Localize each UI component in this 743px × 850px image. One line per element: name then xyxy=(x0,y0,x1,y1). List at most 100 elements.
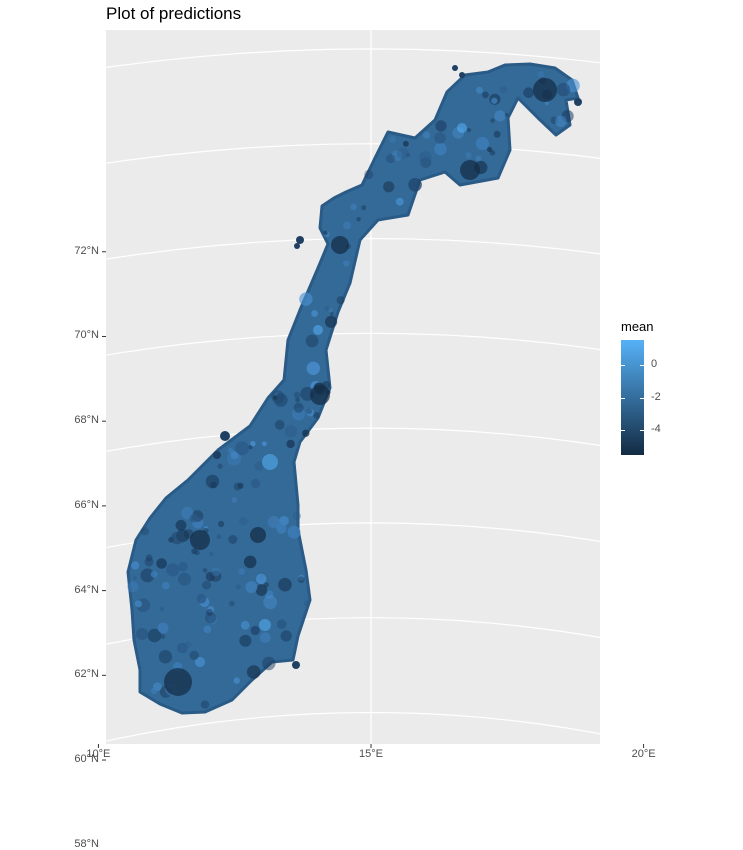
prediction-cell xyxy=(189,514,198,523)
prediction-cell xyxy=(185,641,192,648)
y-tick-label: 62°N xyxy=(74,668,99,681)
legend-tick xyxy=(640,397,644,399)
high-value-region xyxy=(313,325,323,335)
prediction-cell xyxy=(203,625,212,634)
prediction-cell xyxy=(150,687,157,695)
prediction-surface xyxy=(126,62,580,715)
prediction-cell xyxy=(227,451,241,466)
prediction-cell xyxy=(145,554,153,562)
plot-panel xyxy=(97,0,743,770)
prediction-cell xyxy=(276,523,287,534)
prediction-cell xyxy=(235,584,241,590)
prediction-cell xyxy=(263,595,278,610)
prediction-cell xyxy=(364,169,374,180)
prediction-cell xyxy=(279,516,289,526)
prediction-cell xyxy=(287,525,301,539)
chart-title: Plot of predictions xyxy=(106,4,242,23)
prediction-cell xyxy=(523,87,534,98)
prediction-cell xyxy=(230,451,239,460)
prediction-cell xyxy=(395,197,404,206)
graticule-meridian xyxy=(586,0,743,770)
legend-tick xyxy=(640,430,644,432)
prediction-cell xyxy=(240,620,250,630)
prediction-cell xyxy=(250,625,260,636)
prediction-cell xyxy=(157,622,169,634)
prediction-cell xyxy=(323,230,328,235)
prediction-cell xyxy=(434,132,446,144)
prediction-cell xyxy=(211,567,221,577)
prediction-cell xyxy=(292,511,301,521)
legend-label: 0 xyxy=(651,357,658,370)
prediction-cell xyxy=(383,181,395,193)
prediction-cell xyxy=(178,561,188,572)
prediction-cell xyxy=(493,130,501,138)
prediction-cell xyxy=(159,607,164,612)
prediction-cell xyxy=(299,292,313,306)
prediction-cell xyxy=(147,628,162,643)
prediction-cell xyxy=(327,307,333,313)
prediction-cell xyxy=(239,634,252,647)
prediction-cell xyxy=(209,551,214,557)
prediction-cell xyxy=(228,535,238,544)
prediction-cell xyxy=(196,593,207,604)
prediction-cell xyxy=(329,311,334,317)
prediction-cell xyxy=(420,157,432,168)
prediction-cell xyxy=(217,463,223,469)
low-value-region xyxy=(460,160,480,180)
high-value-region xyxy=(259,619,271,631)
prediction-cell xyxy=(127,581,139,593)
x-tick-label: 15°E xyxy=(359,748,383,760)
prediction-cell xyxy=(227,447,234,454)
prediction-cell xyxy=(336,296,345,305)
prediction-cell xyxy=(205,612,217,624)
prediction-cell xyxy=(306,361,320,375)
prediction-cell xyxy=(202,568,208,573)
prediction-cell xyxy=(175,519,187,531)
prediction-cell xyxy=(561,110,574,123)
prediction-cell xyxy=(233,677,240,684)
prediction-cell xyxy=(302,429,310,437)
prediction-cell xyxy=(262,656,276,671)
prediction-cell xyxy=(403,140,409,147)
prediction-cell xyxy=(178,572,191,586)
prediction-cell xyxy=(158,650,173,664)
y-tick-label: 64°N xyxy=(74,583,99,596)
prediction-cell xyxy=(140,568,155,583)
prediction-cell xyxy=(295,397,300,403)
prediction-cell xyxy=(482,91,489,99)
prediction-cell xyxy=(389,136,397,143)
prediction-cell xyxy=(303,600,310,607)
prediction-cell xyxy=(194,656,206,668)
low-value-region xyxy=(250,527,266,543)
prediction-cell xyxy=(356,217,361,222)
prediction-cell xyxy=(324,305,330,312)
prediction-cell xyxy=(274,393,288,407)
prediction-cell xyxy=(313,412,320,419)
high-value-region xyxy=(262,454,278,470)
prediction-cell xyxy=(556,82,571,97)
prediction-cell xyxy=(408,178,422,192)
low-value-region xyxy=(164,668,192,696)
prediction-cell xyxy=(293,391,301,399)
y-tick-label: 70°N xyxy=(74,329,99,342)
prediction-cell xyxy=(160,634,166,639)
prediction-cell xyxy=(550,116,559,125)
prediction-cell xyxy=(259,632,271,643)
low-value-region xyxy=(190,530,210,550)
prediction-cell xyxy=(216,534,222,540)
prediction-cell xyxy=(189,650,199,660)
legend-title: mean xyxy=(621,319,654,334)
prediction-cell xyxy=(435,120,447,132)
prediction-cell xyxy=(343,221,352,230)
low-value-region xyxy=(533,78,557,102)
island-cell xyxy=(574,98,582,106)
prediction-cell xyxy=(237,482,244,489)
prediction-cell xyxy=(466,128,472,133)
prediction-cell xyxy=(476,86,483,94)
y-tick-label: 72°N xyxy=(74,244,99,257)
island-cell xyxy=(294,243,300,249)
prediction-cell xyxy=(293,402,304,413)
prediction-cell xyxy=(325,315,338,328)
prediction-cell xyxy=(210,481,217,489)
prediction-cell xyxy=(284,425,297,438)
